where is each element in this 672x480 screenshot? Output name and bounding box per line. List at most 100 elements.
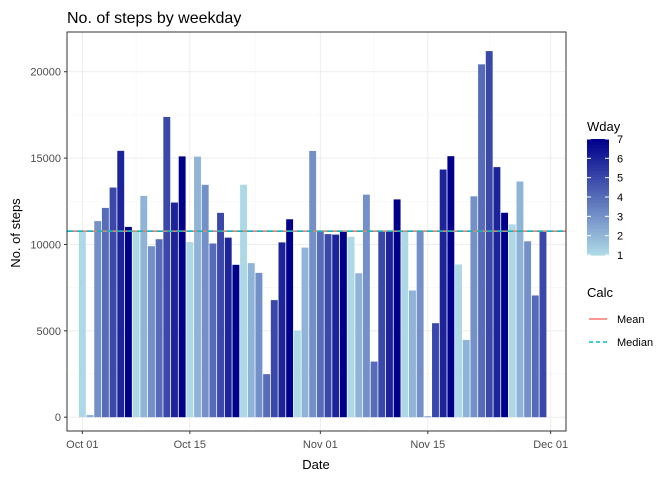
color-bar-segment — [587, 214, 609, 218]
bar — [432, 323, 439, 418]
calc-legend-entries: Mean Median — [589, 314, 653, 349]
bar — [439, 169, 447, 418]
color-bar-segment — [587, 168, 609, 172]
color-bar-segment — [587, 170, 609, 175]
bar — [409, 290, 416, 418]
bar — [78, 231, 86, 418]
bar — [362, 194, 370, 418]
wday-legend-label: 3 — [617, 211, 623, 223]
bar — [485, 51, 493, 418]
bar — [355, 273, 363, 418]
color-bar-segment — [587, 185, 609, 189]
color-bar-segment — [587, 211, 609, 215]
color-bar-segment — [587, 150, 609, 155]
color-bar-segment — [587, 173, 609, 178]
bar — [201, 184, 209, 418]
median-legend-label: Median — [617, 337, 653, 349]
bar — [286, 219, 294, 418]
bar — [539, 231, 547, 418]
wday-legend-label: 4 — [617, 192, 623, 204]
bar — [94, 221, 102, 418]
wday-legend-label: 1 — [617, 250, 623, 262]
bar — [378, 231, 386, 418]
color-bar-segment — [587, 226, 609, 230]
bar — [455, 264, 462, 418]
bar — [224, 237, 232, 418]
wday-color-bar — [587, 139, 609, 256]
color-bar-segment — [587, 197, 609, 201]
color-bar-segment — [587, 139, 609, 143]
wday-legend-label: 6 — [617, 153, 623, 165]
bar — [155, 239, 163, 418]
color-bar-segment — [587, 234, 609, 239]
color-bar-segment — [587, 191, 609, 195]
color-bar-segment — [587, 246, 609, 250]
x-axis-title: Date — [302, 457, 329, 472]
bar — [424, 416, 432, 418]
bar — [385, 231, 393, 418]
panel-border — [66, 31, 567, 432]
color-bar-segment — [587, 223, 609, 227]
bar — [86, 415, 94, 418]
x-axis: Oct 01 Oct 15 Nov 01 Nov 15 Dec 01 — [66, 431, 568, 451]
color-bar-segment — [587, 243, 609, 247]
bar — [447, 156, 455, 418]
color-bar-segment — [587, 156, 609, 160]
y-tick-label: 10000 — [30, 239, 61, 251]
bar — [470, 196, 478, 418]
bar — [147, 246, 155, 418]
bar — [117, 150, 125, 418]
y-tick-label: 20000 — [30, 67, 61, 79]
bar — [232, 264, 240, 418]
color-bar-segment — [587, 205, 609, 210]
x-tick-label: Nov 15 — [410, 439, 445, 451]
color-bar-segment — [587, 231, 609, 236]
bar — [347, 236, 355, 418]
x-tick-label: Oct 01 — [66, 439, 98, 451]
color-bar-segment — [587, 162, 609, 166]
x-tick-label: Oct 15 — [174, 439, 206, 451]
bar — [416, 231, 424, 418]
color-bar-segment — [587, 240, 609, 244]
calc-legend-title: Calc — [587, 285, 614, 300]
bar — [278, 242, 286, 418]
wday-legend-title: Wday — [587, 119, 621, 134]
bar — [332, 234, 340, 418]
bar — [263, 374, 271, 418]
bar — [478, 64, 486, 418]
bar — [370, 361, 378, 418]
color-bar-segment — [587, 159, 609, 163]
color-bar-segment — [587, 252, 609, 256]
color-bar-segment — [587, 188, 609, 192]
x-tick-label: Nov 01 — [303, 439, 338, 451]
color-bar-segment — [587, 194, 609, 198]
y-tick-label: 15000 — [30, 153, 61, 165]
bar — [209, 243, 217, 418]
bar — [186, 242, 194, 418]
color-bar-segment — [587, 141, 609, 146]
bar — [339, 231, 347, 418]
bar — [524, 241, 532, 418]
wday-legend-label: 5 — [617, 173, 623, 185]
wday-legend-label: 2 — [617, 231, 623, 243]
color-bar-segment — [587, 153, 609, 157]
bar — [140, 195, 148, 418]
bar — [316, 231, 324, 418]
bar — [309, 150, 317, 418]
bar — [101, 207, 109, 418]
bar — [247, 263, 255, 418]
bar — [462, 339, 470, 418]
y-tick-label: 5000 — [37, 326, 61, 338]
bar — [493, 167, 501, 418]
color-bar-segment — [587, 249, 609, 253]
bar — [301, 247, 309, 418]
y-axis: 0 5000 10000 15000 20000 — [30, 67, 67, 424]
calc-legend: Calc Mean Median — [587, 285, 653, 349]
bars — [78, 51, 547, 418]
wday-legend-label: 7 — [617, 134, 623, 146]
color-bar-segment — [587, 165, 609, 169]
color-bar-segment — [587, 144, 609, 149]
bar — [508, 224, 516, 418]
bar — [109, 187, 117, 418]
